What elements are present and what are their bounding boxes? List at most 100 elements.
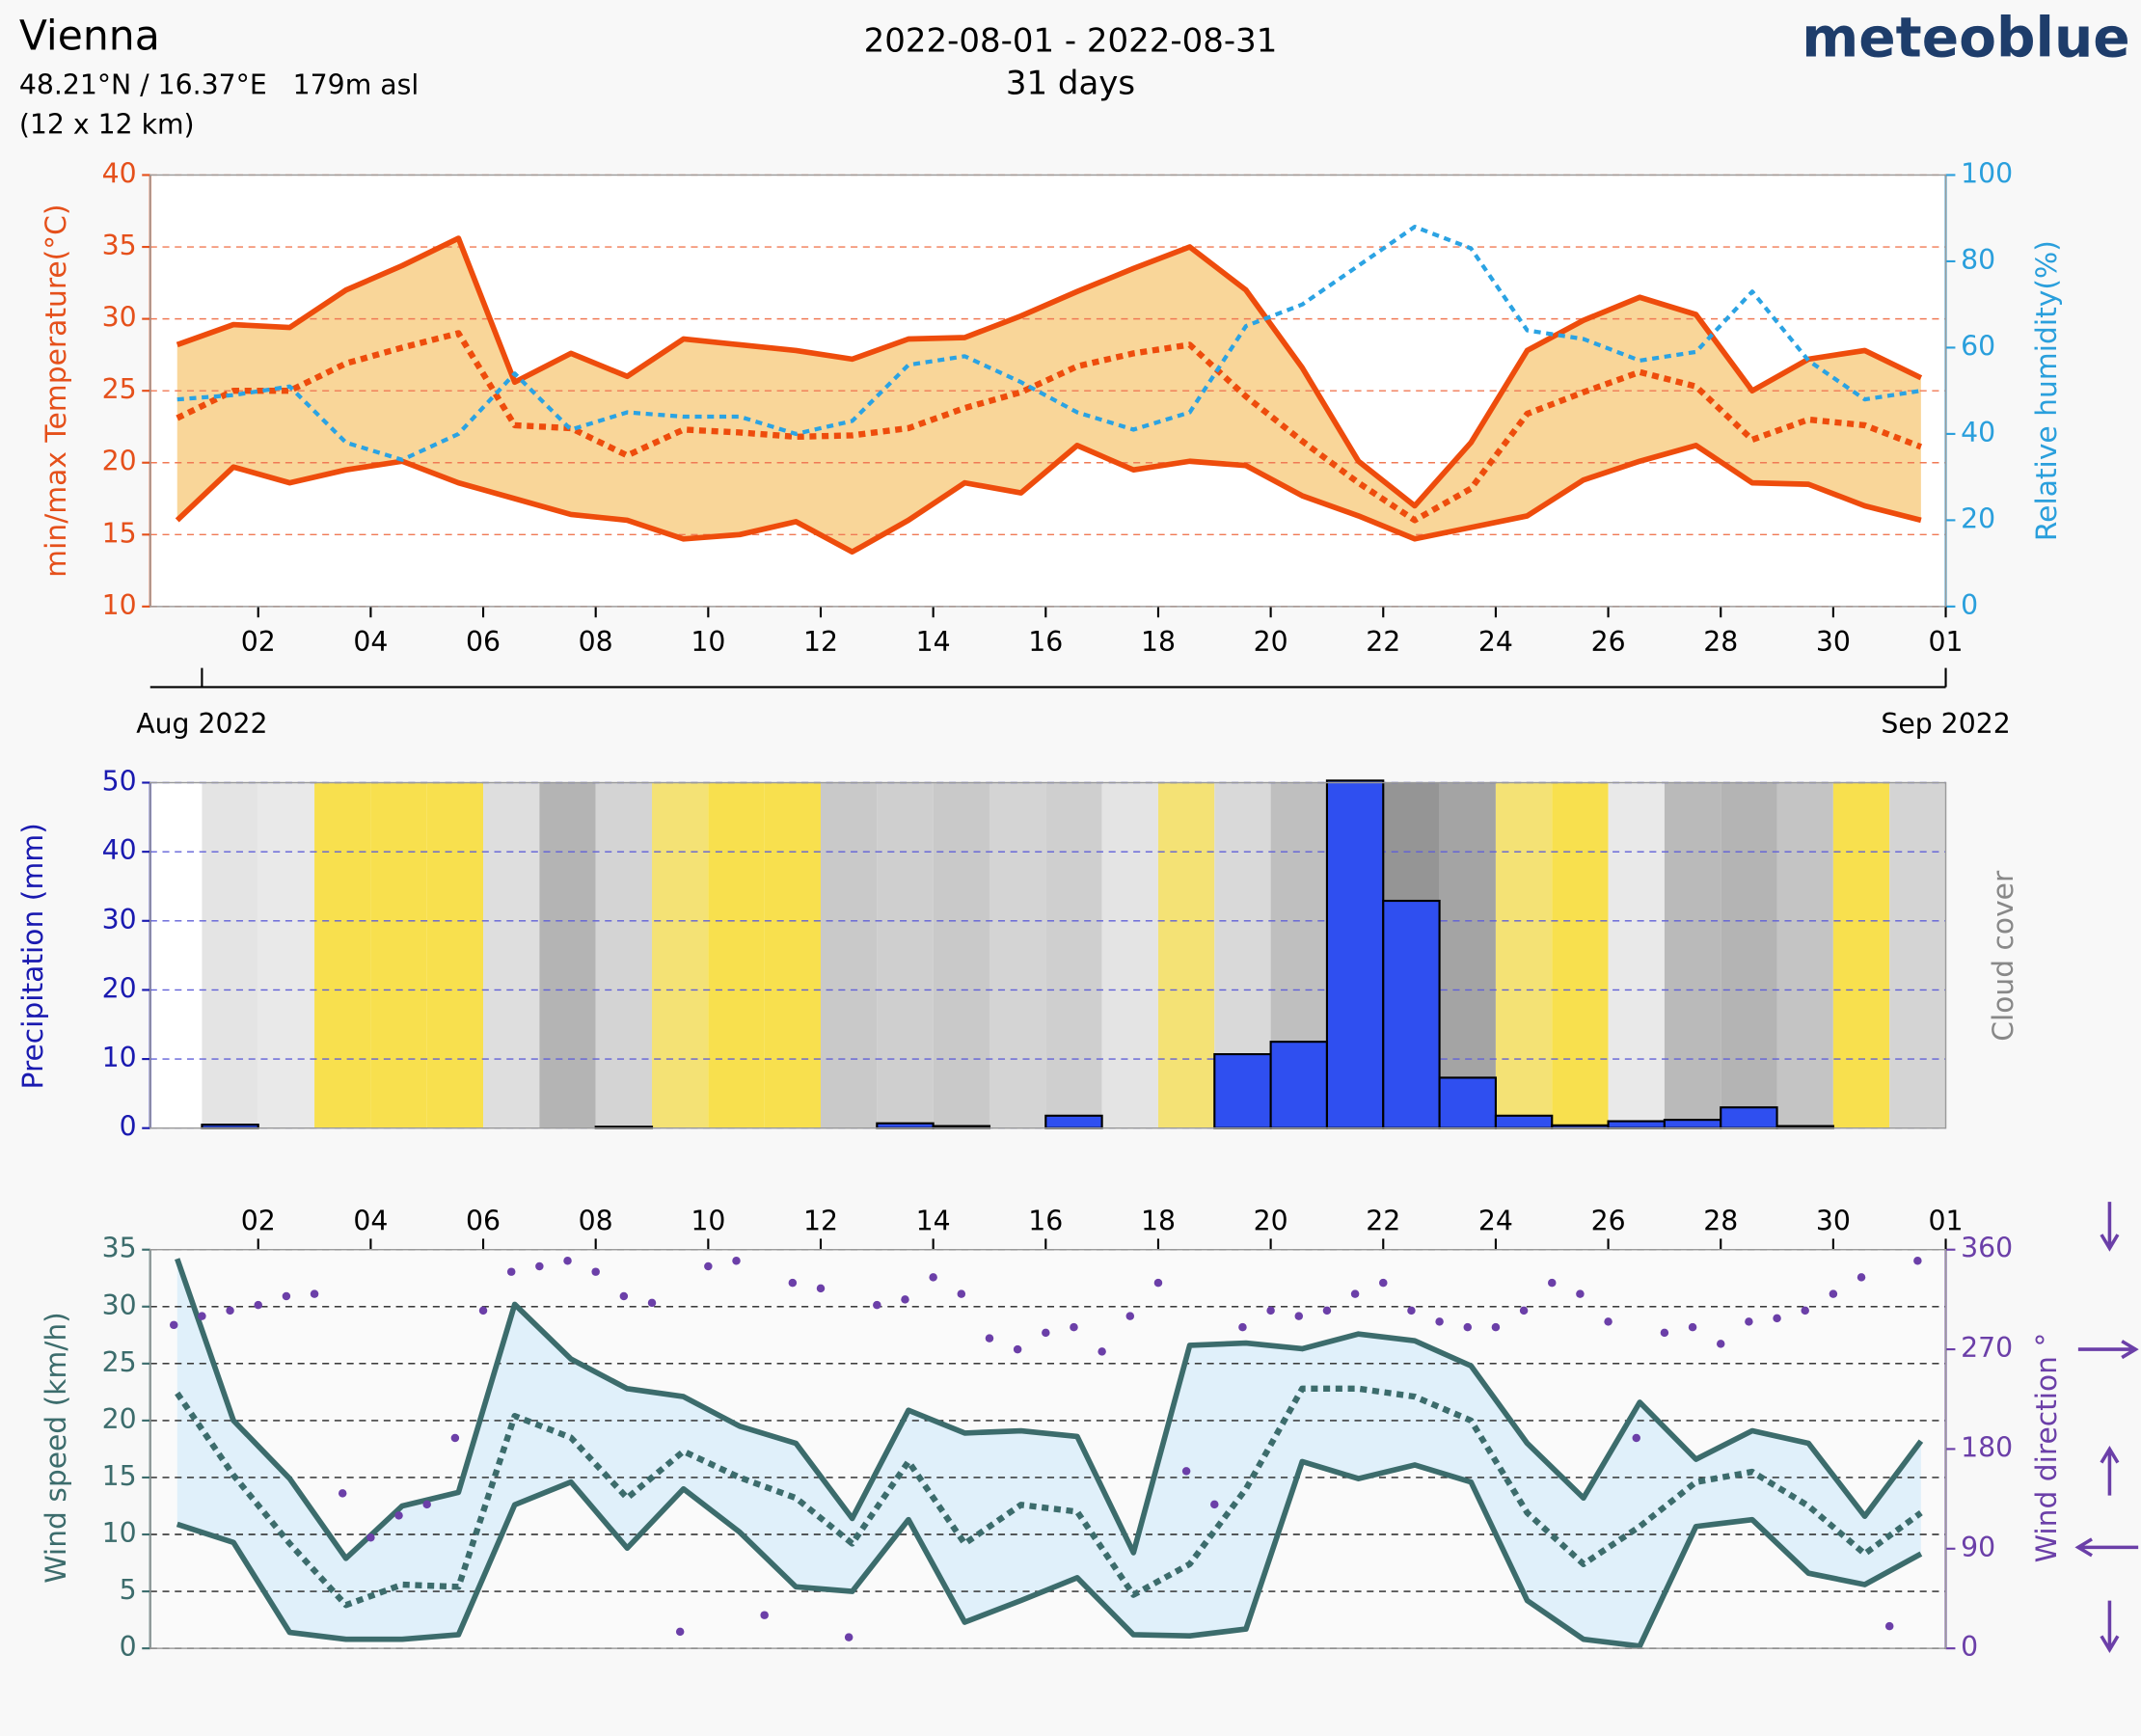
- precipitation-bar: [1213, 1052, 1272, 1129]
- wind-direction-icons: [2074, 1202, 2139, 1653]
- wind-direction-point: [1773, 1314, 1781, 1323]
- wind-direction-point: [1519, 1306, 1529, 1316]
- brand-logo: meteoblue: [1802, 6, 2129, 69]
- wind-direction-point: [1379, 1278, 1388, 1288]
- x-tick-label: 30: [1816, 626, 1851, 658]
- wind-direction-point: [1181, 1467, 1191, 1476]
- x-tick-label: 22: [1366, 1205, 1400, 1236]
- wind-direction-point: [760, 1611, 769, 1619]
- precipitation-bar: [1438, 1076, 1497, 1129]
- precipitation-bar: [1494, 1114, 1554, 1129]
- wind-direction-point: [1463, 1322, 1473, 1332]
- y-tick-label: 25: [102, 1346, 137, 1378]
- duration: 31 days: [1006, 65, 1135, 103]
- wind-direction-point: [1266, 1306, 1275, 1316]
- x-tick-label: 04: [353, 626, 388, 658]
- wind-direction-point: [985, 1334, 994, 1343]
- wind-direction-point: [1350, 1289, 1360, 1298]
- cloud-cover-stripe: [877, 782, 934, 1128]
- y2-tick-label: 0: [1961, 1631, 1978, 1663]
- x-tick-label: 26: [1591, 1205, 1626, 1236]
- wind-direction-point: [844, 1633, 854, 1641]
- y2-axis-title: Relative humidity(%): [2030, 240, 2064, 541]
- x-tick-label: 02: [241, 1205, 276, 1236]
- cloud-cover-stripe: [1495, 782, 1553, 1128]
- cloud-cover-stripe: [595, 782, 653, 1128]
- x-tick-label: 12: [803, 626, 838, 658]
- y2-tick-label: 60: [1961, 330, 1995, 362]
- wind-direction-point: [1294, 1312, 1304, 1320]
- wind-direction-point: [675, 1627, 685, 1637]
- data-line: [175, 1258, 1924, 1561]
- x-tick-label: 01: [1929, 1205, 1964, 1236]
- data-line: [175, 443, 1922, 556]
- y2-tick-label: 80: [1961, 244, 1995, 276]
- x-tick-label: 16: [1028, 626, 1063, 658]
- arrow-south: [2100, 1600, 2120, 1653]
- y2-tick-label: 270: [1961, 1332, 2013, 1364]
- wind-direction-point: [1070, 1322, 1078, 1332]
- y-tick-label: 20: [102, 1403, 137, 1435]
- cloud-cover-stripe: [708, 782, 765, 1128]
- wind-direction-point: [506, 1267, 516, 1276]
- wind-direction-point: [1548, 1278, 1557, 1288]
- wind-direction-point: [901, 1295, 909, 1304]
- cloud-cover-stripe: [1439, 782, 1496, 1128]
- y-tick-label: 15: [102, 1460, 137, 1492]
- cloud-cover-stripe: [1157, 782, 1215, 1128]
- x-tick-label: 24: [1478, 1205, 1513, 1236]
- x-tick-label: 24: [1478, 626, 1513, 658]
- x-tick-label: 02: [241, 626, 276, 658]
- cloud-cover-stripe: [202, 782, 258, 1128]
- cloud-cover-stripe: [1776, 782, 1833, 1128]
- temperature-frame: [149, 174, 1947, 608]
- wind-direction-point: [1660, 1328, 1669, 1338]
- x-tick-label: 01: [1929, 626, 1964, 658]
- wind-direction-point: [1576, 1289, 1585, 1298]
- y-tick-label: 10: [102, 1517, 137, 1549]
- x-tick-label: 30: [1816, 1205, 1851, 1236]
- y-tick-label: 0: [120, 1631, 137, 1663]
- x-tick-label: 08: [579, 626, 613, 658]
- cloud-cover-stripe: [257, 782, 315, 1128]
- y2-axis-title: Cloud cover: [1987, 870, 2020, 1042]
- cloud-cover-stripe: [820, 782, 878, 1128]
- data-line: [176, 330, 1923, 524]
- cloud-cover-stripe: [1832, 782, 1890, 1128]
- cloud-cover-stripe: [1045, 782, 1102, 1128]
- wind-direction-point: [1801, 1306, 1809, 1316]
- wind-direction-point: [788, 1278, 798, 1288]
- wind-direction-point: [1491, 1322, 1501, 1332]
- x-tick-label: 06: [466, 1205, 501, 1236]
- y-tick-label: 20: [102, 972, 137, 1004]
- wind-direction-point: [338, 1489, 347, 1498]
- wind-direction-point: [873, 1300, 881, 1310]
- precipitation-bar: [1720, 1106, 1778, 1129]
- y2-tick-label: 180: [1961, 1431, 2013, 1463]
- y2-tick-label: 40: [1961, 417, 1995, 448]
- cloud-cover-stripe: [1101, 782, 1158, 1128]
- wind-direction-point: [254, 1300, 262, 1310]
- wind-direction-point: [1153, 1278, 1163, 1288]
- wind-direction-point: [1238, 1322, 1247, 1332]
- wind-direction-point: [1322, 1306, 1332, 1316]
- wind-direction-point: [1604, 1317, 1613, 1326]
- wind-direction-point: [310, 1289, 319, 1298]
- coordinates: 48.21°N / 16.37°E 179m asl: [19, 68, 419, 100]
- cloud-cover-stripe: [1664, 782, 1721, 1128]
- x-tick-label: 26: [1591, 626, 1626, 658]
- cloud-cover-stripe: [370, 782, 427, 1128]
- arrow-west: [2077, 1340, 2139, 1360]
- x-tick-label: 08: [579, 1205, 613, 1236]
- x-tick-label: 18: [1141, 1205, 1176, 1236]
- x-tick-label: 10: [691, 1205, 725, 1236]
- x-tick-label: 10: [691, 626, 725, 658]
- wind-direction-point: [1688, 1322, 1697, 1332]
- cloud-cover-stripe: [1608, 782, 1665, 1128]
- y2-tick-label: 20: [1961, 502, 1995, 534]
- y-tick-label: 10: [102, 589, 137, 621]
- y2-tick-label: 0: [1961, 589, 1978, 621]
- x-tick-label: 16: [1028, 1205, 1063, 1236]
- wind-direction-point: [1884, 1621, 1894, 1631]
